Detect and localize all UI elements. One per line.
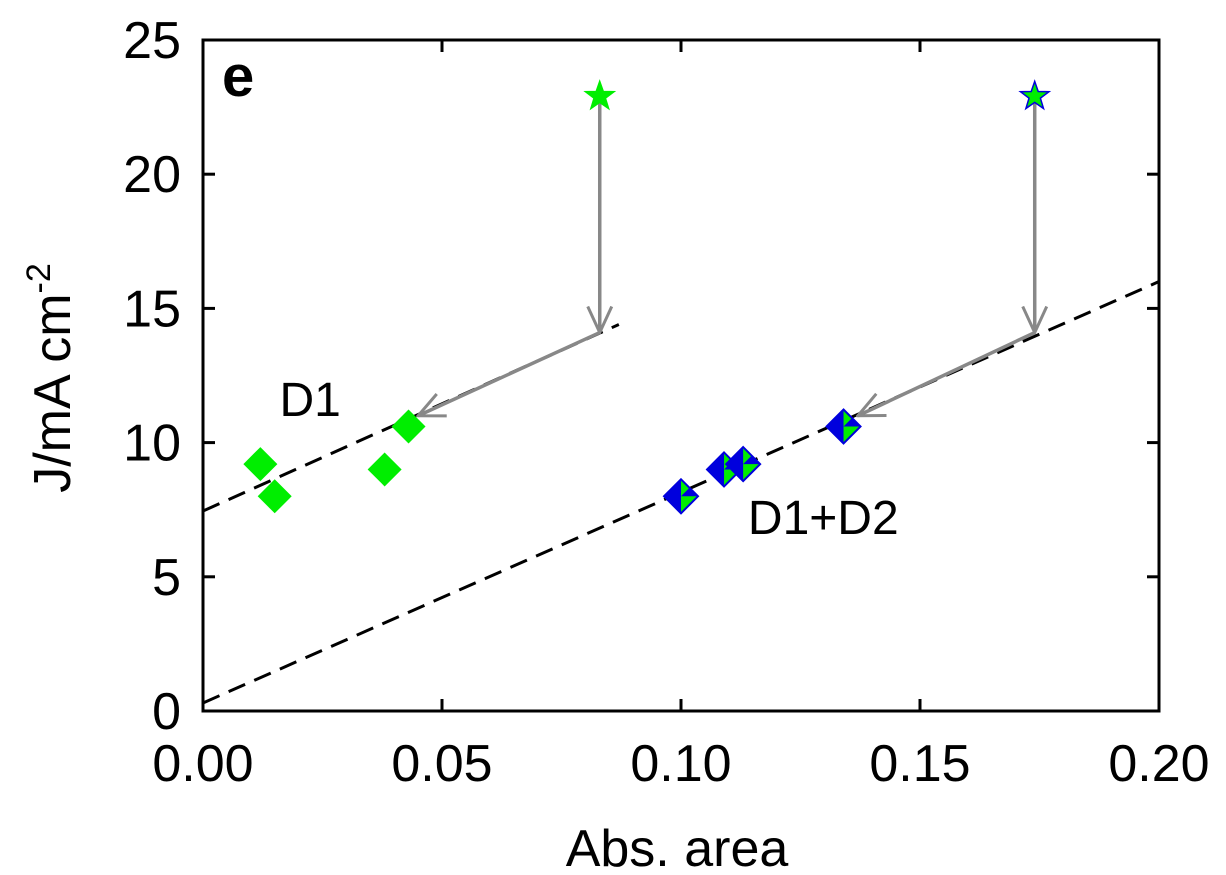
- y-tick-label: 20: [123, 146, 181, 204]
- data-point-d1: [391, 409, 426, 444]
- annotation-label: D1+D2: [748, 492, 899, 545]
- y-axis-title-sup: -2: [20, 263, 58, 293]
- x-tick-label: 0.05: [391, 735, 492, 793]
- y-tick-label: 25: [123, 12, 181, 70]
- data-point-d1-d2: [724, 445, 762, 483]
- y-tick-label: 15: [123, 280, 181, 338]
- plot-frame: [201, 38, 1161, 713]
- fit-line: [202, 280, 1160, 705]
- panel-label: e: [222, 44, 254, 109]
- y-axis-title: J/mA cm-2: [20, 263, 82, 493]
- y-axis-title-main: J/mA cm: [24, 293, 82, 492]
- data-point-d1: [257, 479, 292, 514]
- data-point-d1-d2: [825, 408, 862, 445]
- star-marker: [583, 79, 617, 111]
- data-point-d1-d2: [662, 477, 700, 515]
- annotation-label: D1: [279, 374, 340, 427]
- star-marker: [1018, 79, 1052, 111]
- arrow: [418, 330, 601, 418]
- y-tick-label: 10: [123, 415, 181, 473]
- data-point-d1: [243, 447, 278, 482]
- y-tick-label: 0: [152, 683, 181, 741]
- x-tick-label: 0.00: [152, 735, 253, 793]
- y-tick-label: 5: [152, 549, 181, 607]
- x-tick-label: 0.10: [630, 735, 731, 793]
- data-point-d1: [367, 452, 402, 487]
- x-tick-label: 0.15: [869, 735, 970, 793]
- x-tick-label: 0.20: [1108, 735, 1209, 793]
- arrow: [858, 330, 1036, 418]
- x-axis-title: Abs. area: [566, 820, 789, 875]
